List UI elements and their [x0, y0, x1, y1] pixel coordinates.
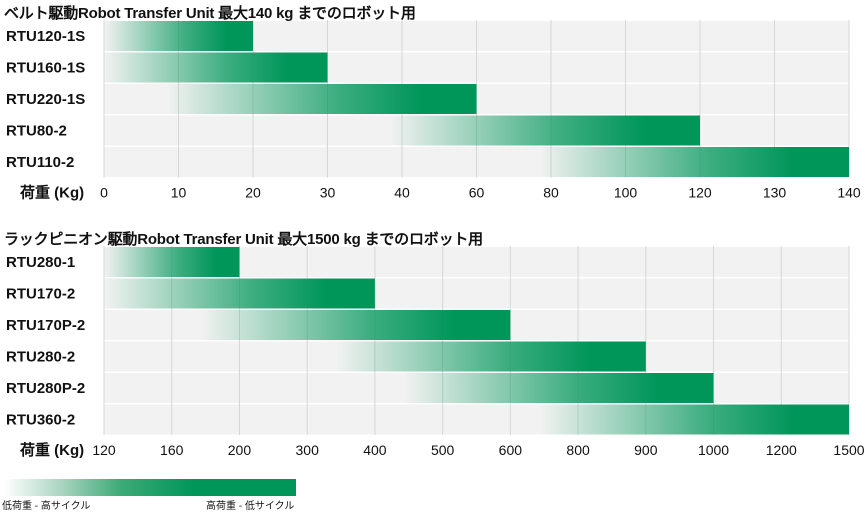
x-tick-label: 120	[688, 185, 712, 201]
x-tick-label: 80	[543, 185, 559, 201]
category-label: RTU280P-2	[6, 380, 85, 397]
category-label: RTU110-2	[6, 154, 74, 171]
x-tick-label: 600	[499, 442, 523, 458]
bar-rtu170-2	[104, 278, 375, 309]
x-axis-title: 荷重 (Kg)	[20, 184, 84, 202]
x-tick-label: 140	[837, 185, 861, 201]
chart-belt-drive: RTU120-1S RTU160-1S RTU220-1S RTU80-2 RTU110…	[6, 20, 861, 202]
chart-rack-pinion: RTU280-1 RTU170-2 RTU170P-2 RTU280-2 RTU280P…	[6, 246, 865, 459]
x-axis-title: 荷重 (Kg)	[20, 441, 84, 459]
bar-rtu120-1s	[104, 21, 253, 51]
x-tick-label: 400	[363, 442, 387, 458]
chart-2-title: ラックピニオン駆動Robot Transfer Unit 最大1500 kg ま…	[4, 231, 483, 248]
category-label: RTU220-1S	[6, 91, 85, 108]
x-tick-label: 100	[614, 185, 638, 201]
x-tick-label: 40	[394, 185, 410, 201]
bar-rtu220-1s	[104, 84, 477, 114]
category-label: RTU280-1	[6, 254, 75, 271]
x-tick-label: 120	[92, 442, 116, 458]
x-tick-label: 160	[160, 442, 184, 458]
x-tick-label: 300	[296, 442, 320, 458]
bar-rtu110-2	[104, 147, 849, 177]
x-tick-label: 800	[566, 442, 590, 458]
category-label: RTU360-2	[6, 412, 75, 429]
x-tick-label: 130	[763, 185, 787, 201]
category-label: RTU170P-2	[6, 317, 85, 334]
category-label: RTU120-1S	[6, 28, 85, 45]
bar-rtu280p-2	[104, 373, 714, 403]
legend-low-label: 低荷重 - 高サイクル	[2, 501, 91, 512]
x-tick-label: 20	[245, 185, 261, 201]
x-tick-label: 60	[469, 185, 485, 201]
x-tick-label: 30	[320, 185, 336, 201]
bar-rtu170p-2	[104, 310, 511, 340]
legend-high-label: 高荷重 - 低サイクル	[206, 501, 295, 512]
bar-rtu360-2	[104, 404, 849, 435]
x-tick-label: 200	[228, 442, 252, 458]
category-label: RTU80-2	[6, 123, 67, 140]
x-tick-label: 1200	[766, 442, 797, 458]
bar-rtu280-2	[104, 341, 646, 372]
x-tick-label: 0	[100, 185, 108, 201]
bar-rtu160-1s	[104, 52, 328, 83]
category-label: RTU160-1S	[6, 60, 85, 77]
category-label: RTU280-2	[6, 349, 75, 366]
x-tick-label: 1500	[833, 442, 864, 458]
x-tick-label: 10	[171, 185, 187, 201]
x-tick-label: 500	[431, 442, 455, 458]
x-tick-label: 900	[634, 442, 658, 458]
category-label: RTU170-2	[6, 286, 75, 303]
x-tick-label: 1000	[698, 442, 729, 458]
bar-rtu80-2	[104, 115, 700, 146]
load-cycle-legend-bar	[4, 479, 296, 496]
bar-rtu280-1	[104, 247, 240, 277]
chart-1-title: ベルト駆動Robot Transfer Unit 最大140 kg までのロボッ…	[4, 5, 416, 22]
